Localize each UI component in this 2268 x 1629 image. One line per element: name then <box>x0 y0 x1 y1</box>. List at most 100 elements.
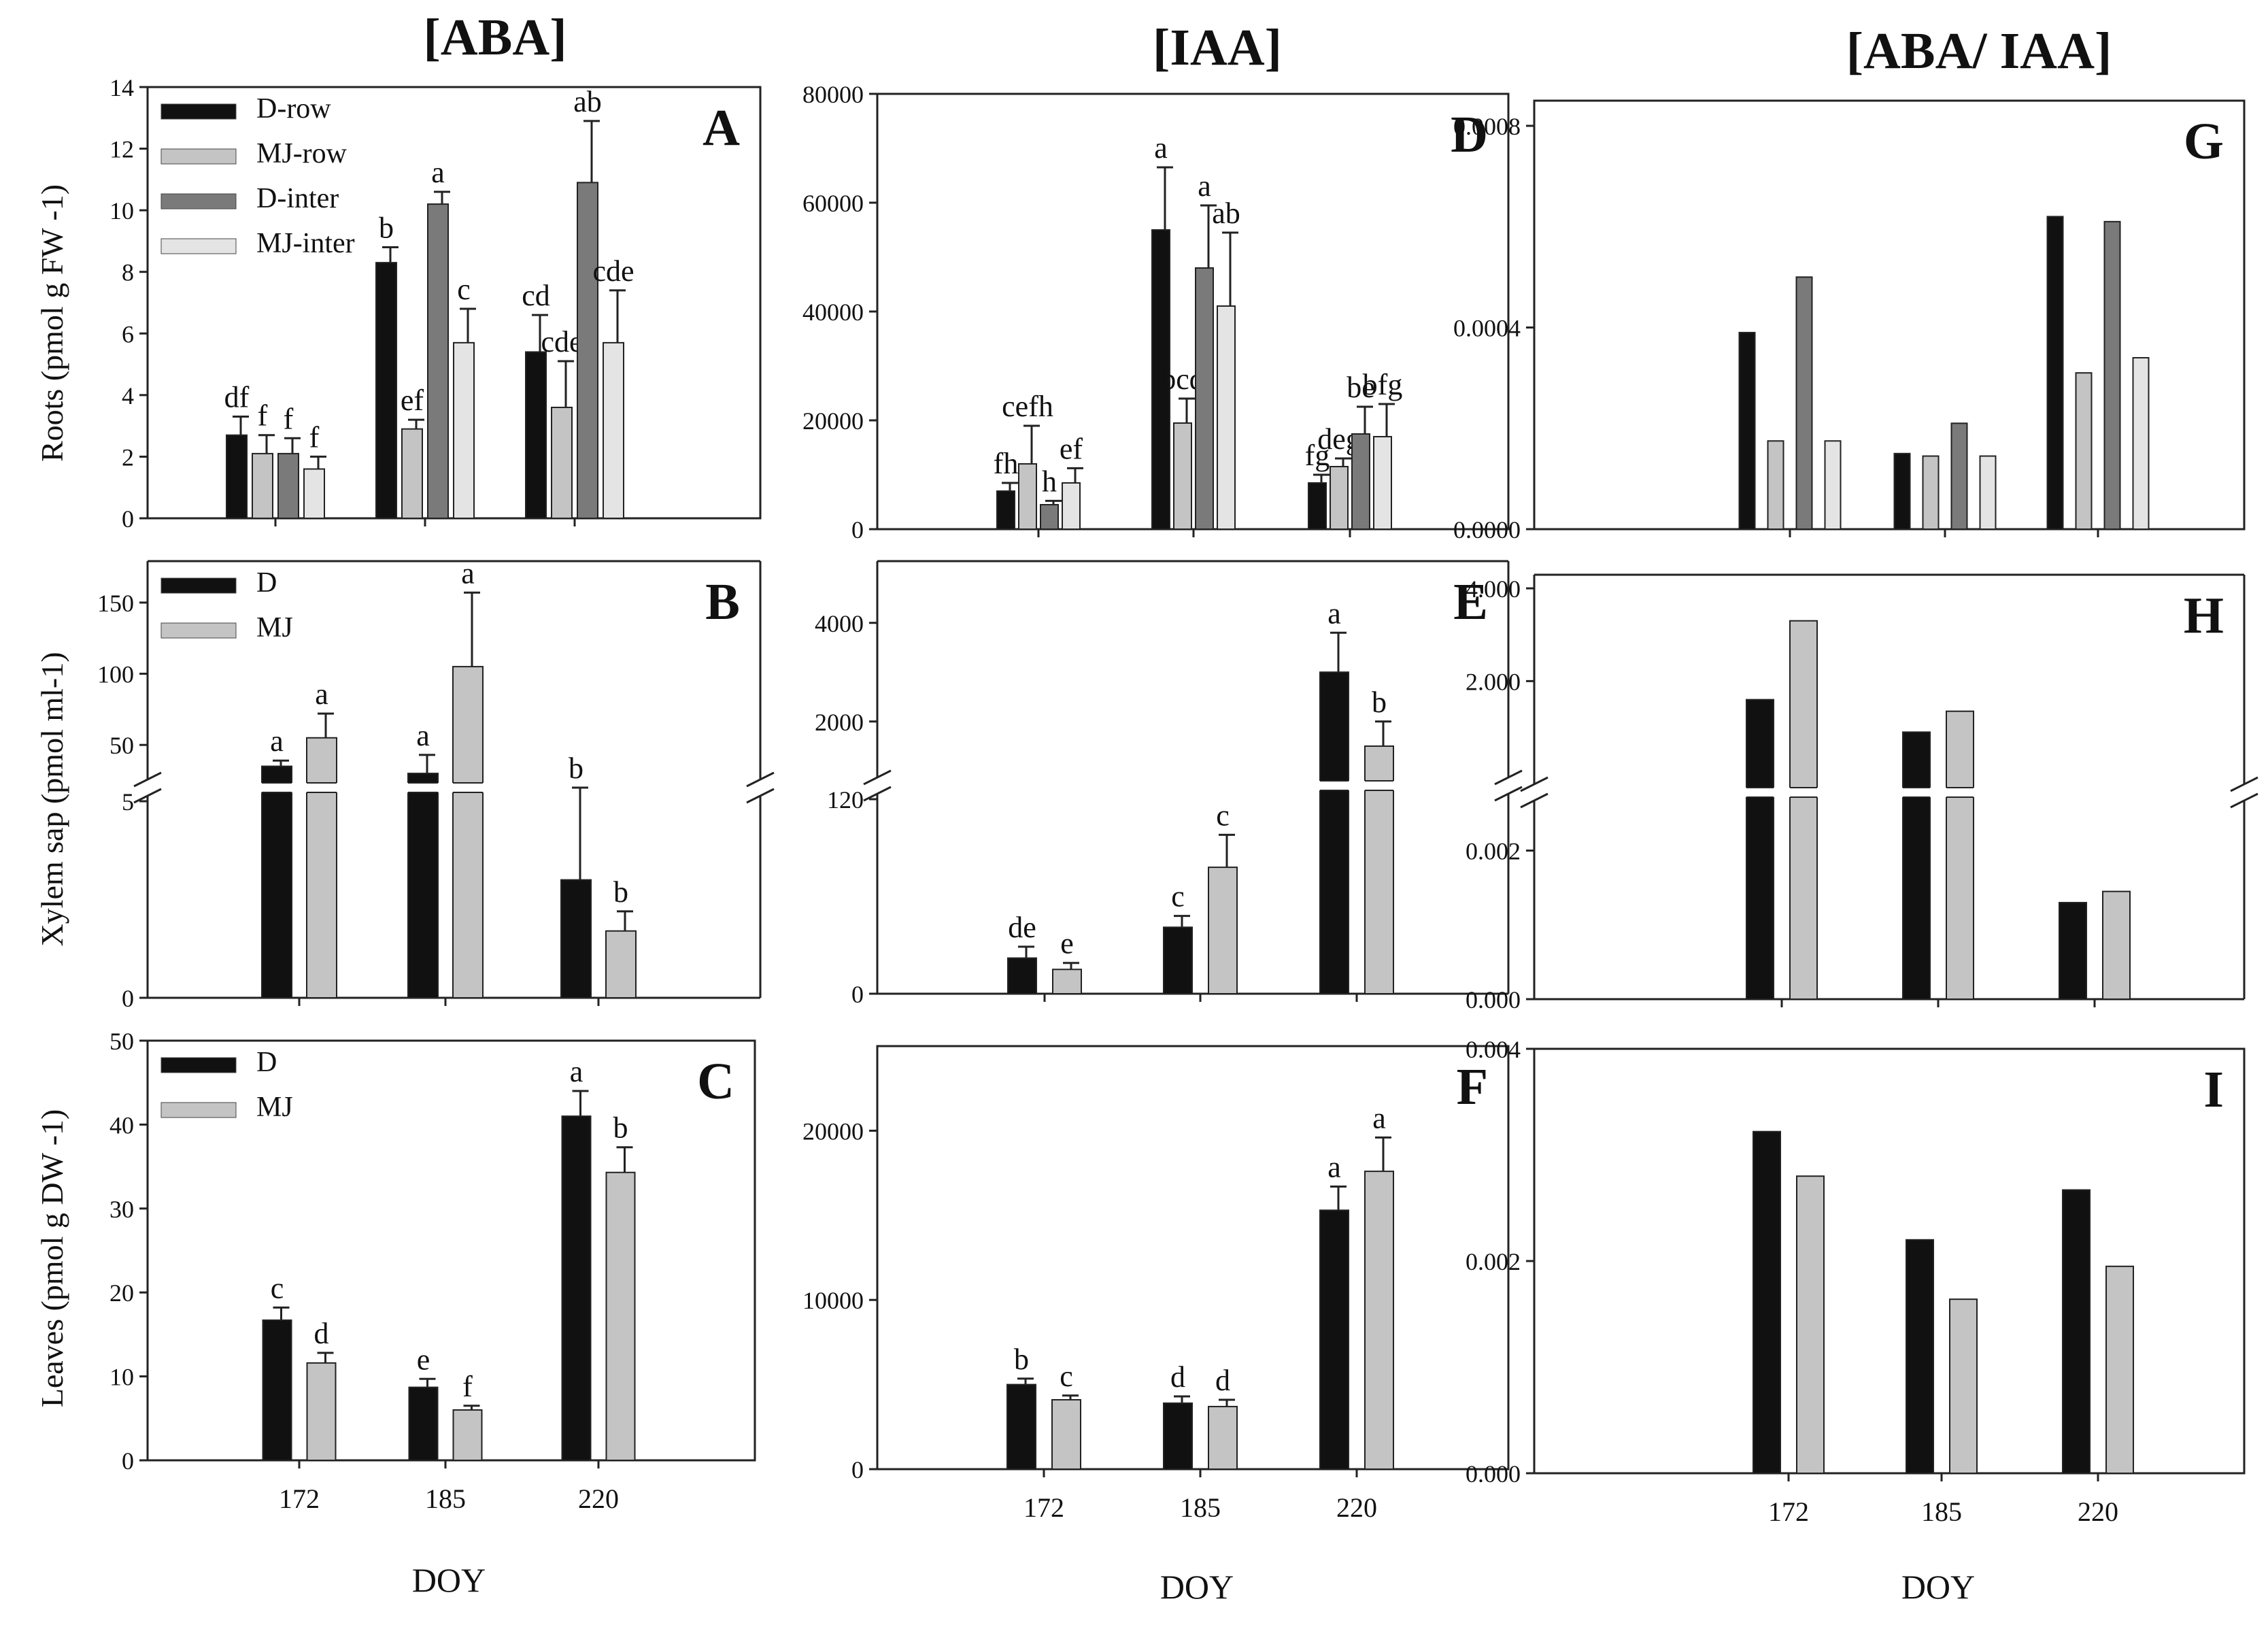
panel-letter-E: E <box>1453 573 1488 631</box>
significance-label-A: f <box>258 399 268 433</box>
bar-break-B <box>260 783 294 792</box>
axis-break-mark-E <box>1494 769 1523 786</box>
bar-D-MJ-row-172 <box>1018 463 1037 530</box>
significance-label-A: c <box>457 273 471 306</box>
y-tick-label-F: 20000 <box>802 1118 864 1145</box>
bar-F-MJ-185 <box>1208 1405 1238 1471</box>
row-label-xylem: Xylem sap (pmol ml-1) <box>35 652 69 946</box>
significance-label-A: cde <box>592 254 634 288</box>
bar-D-D-inter-185 <box>1195 267 1214 530</box>
y-tick-label-B: 100 <box>97 661 134 688</box>
significance-label-C: f <box>462 1370 473 1403</box>
column-title-iaa: [IAA] <box>1153 19 1282 76</box>
bar-C-D-220 <box>561 1115 592 1462</box>
bar-break-E <box>1318 781 1351 790</box>
legend-swatch-C-D <box>160 1057 237 1073</box>
y-tick-label-B: 5 <box>122 788 134 816</box>
x-tick-label-F: 220 <box>1336 1492 1377 1523</box>
significance-label-D: fh <box>994 447 1019 480</box>
significance-label-D: a <box>1154 131 1168 165</box>
legend-label-A-D-row: D-row <box>256 93 331 124</box>
panel-frame-C <box>146 1039 756 1462</box>
y-tick-label-D: 80000 <box>802 81 864 108</box>
significance-label-C: b <box>613 1111 628 1145</box>
y-tick-label-A: 12 <box>109 136 134 163</box>
significance-label-D: h <box>1042 465 1057 498</box>
y-tick-label-I: 0.002 <box>1466 1248 1521 1275</box>
axis-break-mark-H <box>1520 776 1548 792</box>
bar-G-D-row-220 <box>2046 216 2064 530</box>
bar-C-MJ-220 <box>605 1171 636 1462</box>
bar-B-MJ-220 <box>605 930 637 998</box>
significance-label-E: a <box>1327 597 1341 630</box>
axis-break-mark-B <box>133 771 162 788</box>
bar-I-MJ-172 <box>1796 1175 1825 1474</box>
bar-break-H <box>1944 788 1976 797</box>
bar-D-MJ-inter-185 <box>1217 305 1236 530</box>
bar-E-MJ-172 <box>1052 969 1082 994</box>
row-label-roots: Roots (pmol g FW -1) <box>35 184 69 462</box>
bar-A-MJ-row-220 <box>551 406 573 519</box>
significance-label-D: cefh <box>1002 390 1053 423</box>
bar-D-D-inter-220 <box>1351 433 1370 530</box>
bar-H-MJ-220 <box>2102 890 2131 1000</box>
bar-G-MJ-inter-172 <box>1824 440 1842 530</box>
y-tick-label-A: 14 <box>109 74 134 101</box>
axis-break-mark-B <box>746 771 775 788</box>
y-tick-label-H: 2.000 <box>1466 668 1521 695</box>
y-tick-label-G: 0.0004 <box>1453 315 1521 342</box>
bar-A-D-row-172 <box>226 434 248 520</box>
y-tick-label-E: 4000 <box>815 610 864 637</box>
significance-label-D: ef <box>1060 432 1083 465</box>
bar-F-D-172 <box>1006 1383 1036 1470</box>
legend-swatch-A-MJ-row <box>160 148 237 165</box>
y-tick-label-B: 50 <box>109 732 134 759</box>
y-tick-label-D: 60000 <box>802 190 864 217</box>
bar-E-MJ-185 <box>1208 867 1238 994</box>
axis-break-mark-B <box>746 788 775 804</box>
panel-letter-I: I <box>2203 1061 2224 1118</box>
y-tick-label-I: 0.000 <box>1466 1460 1521 1488</box>
significance-label-A: b <box>379 211 394 244</box>
bar-A-D-inter-172 <box>277 452 299 520</box>
y-tick-label-F: 0 <box>851 1456 864 1483</box>
bar-G-MJ-row-172 <box>1767 440 1784 530</box>
panel-letter-F: F <box>1457 1058 1488 1115</box>
x-axis-label-ratio: DOY <box>1901 1568 1975 1606</box>
y-tick-label-C: 0 <box>122 1447 134 1475</box>
y-tick-label-C: 30 <box>109 1196 134 1223</box>
x-tick-label-I: 172 <box>1768 1496 1809 1527</box>
significance-label-D: be <box>1347 371 1375 404</box>
y-tick-label-E: 0 <box>851 981 864 1008</box>
legend-swatch-C-MJ <box>160 1102 237 1118</box>
legend-label-C-MJ: MJ <box>256 1092 293 1123</box>
y-tick-label-C: 40 <box>109 1111 134 1139</box>
bar-break-H <box>1901 788 1932 797</box>
bar-D-D-row-172 <box>996 490 1015 530</box>
bar-A-MJ-inter-185 <box>453 341 475 519</box>
bar-D-D-row-220 <box>1308 482 1327 530</box>
bar-A-MJ-inter-220 <box>603 341 624 519</box>
significance-label-F: d <box>1170 1360 1185 1394</box>
legend-label-A-MJ-inter: MJ-inter <box>256 228 355 259</box>
bar-G-D-inter-172 <box>1795 276 1813 530</box>
y-tick-label-A: 4 <box>122 382 134 409</box>
y-tick-label-H: 4.000 <box>1466 575 1521 603</box>
panel-letter-B: B <box>705 573 740 631</box>
x-tick-label-I: 185 <box>1921 1496 1962 1527</box>
bar-A-MJ-row-185 <box>401 428 423 520</box>
bar-A-D-row-220 <box>525 351 547 520</box>
significance-label-F: d <box>1215 1364 1230 1397</box>
significance-label-A: f <box>309 420 320 454</box>
legend-swatch-A-D-row <box>160 103 237 120</box>
y-tick-label-H: 0.002 <box>1466 838 1521 865</box>
x-tick-label-C: 172 <box>279 1483 320 1514</box>
bar-I-D-185 <box>1906 1239 1934 1475</box>
y-tick-label-G: 0.0000 <box>1453 516 1521 543</box>
x-tick-label-I: 220 <box>2078 1496 2118 1527</box>
significance-label-B: a <box>270 724 284 758</box>
y-tick-label-D: 0 <box>851 516 864 543</box>
bar-A-MJ-inter-172 <box>303 468 325 519</box>
bar-E-D-185 <box>1163 926 1193 994</box>
significance-label-D: bfg <box>1363 368 1403 401</box>
